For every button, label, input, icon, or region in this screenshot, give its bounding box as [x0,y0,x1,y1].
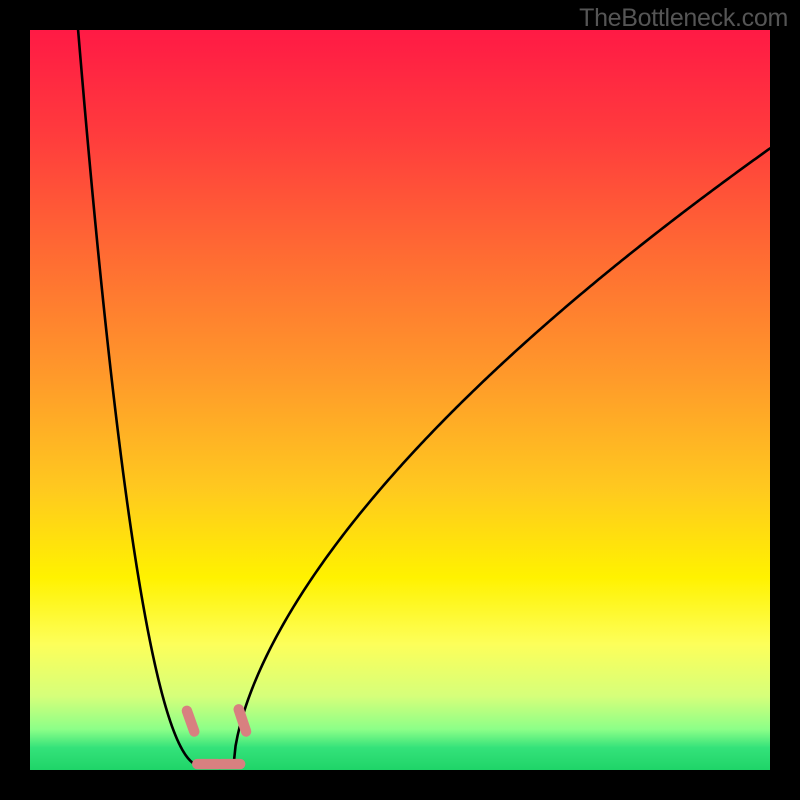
marker-capsule [187,711,194,732]
marker-capsule [239,709,246,731]
watermark-text: TheBottleneck.com [579,4,788,33]
bottleneck-chart [0,0,800,800]
plot-background [30,30,770,770]
